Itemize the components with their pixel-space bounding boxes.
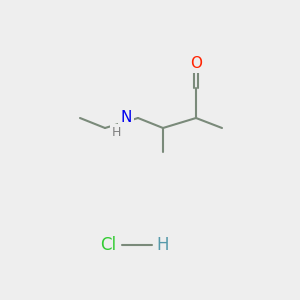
Text: O: O (190, 56, 202, 70)
Text: Cl: Cl (100, 236, 116, 254)
Text: H: H (157, 236, 169, 254)
Text: N: N (120, 110, 132, 125)
Text: H: H (111, 125, 121, 139)
